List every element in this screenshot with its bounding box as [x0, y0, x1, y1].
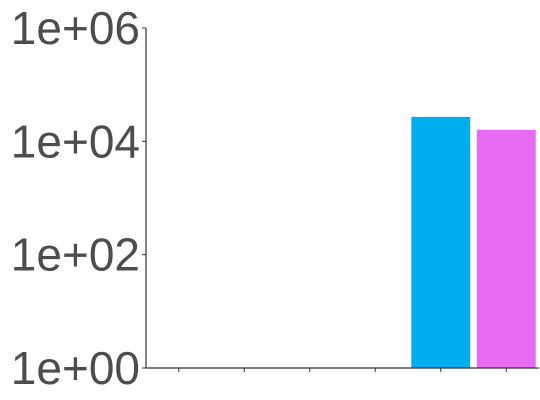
y-tick-label: 1e+02: [11, 229, 140, 281]
y-tick-label: 1e+04: [11, 115, 140, 167]
bar-series-1-category-5: [411, 116, 471, 368]
y-tick-label: 1e+00: [11, 342, 140, 394]
y-tick-label: 1e+06: [11, 2, 140, 54]
y-tick-labels: 1e+00 1e+02 1e+04 1e+06: [11, 2, 140, 394]
bars: [411, 116, 536, 368]
axes: [142, 27, 539, 372]
bar-series-2-category-6: [476, 129, 536, 368]
